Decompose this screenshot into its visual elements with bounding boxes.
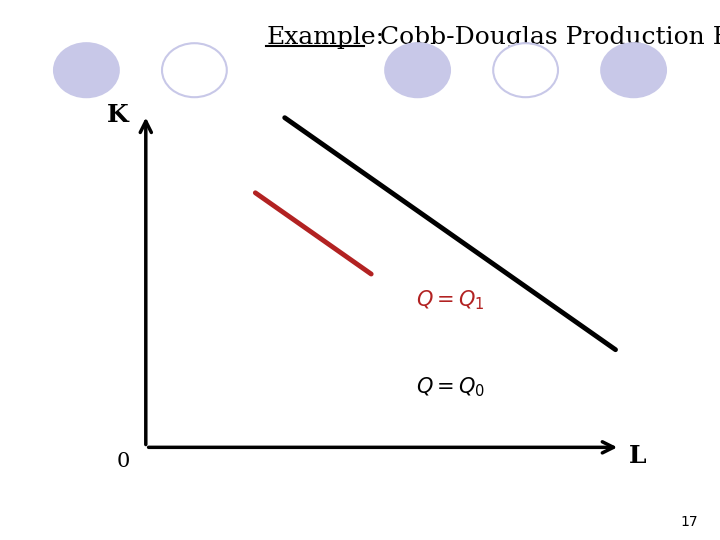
Text: L: L — [629, 444, 646, 468]
Text: $Q = Q_0$: $Q = Q_0$ — [416, 375, 485, 399]
Text: 0: 0 — [117, 453, 130, 471]
Text: Example:: Example: — [266, 26, 384, 49]
Text: Cobb-Douglas Production Function: Cobb-Douglas Production Function — [364, 26, 720, 49]
Text: $Q = Q_1$: $Q = Q_1$ — [416, 288, 485, 312]
Text: K: K — [107, 103, 129, 127]
Text: 17: 17 — [681, 515, 698, 529]
